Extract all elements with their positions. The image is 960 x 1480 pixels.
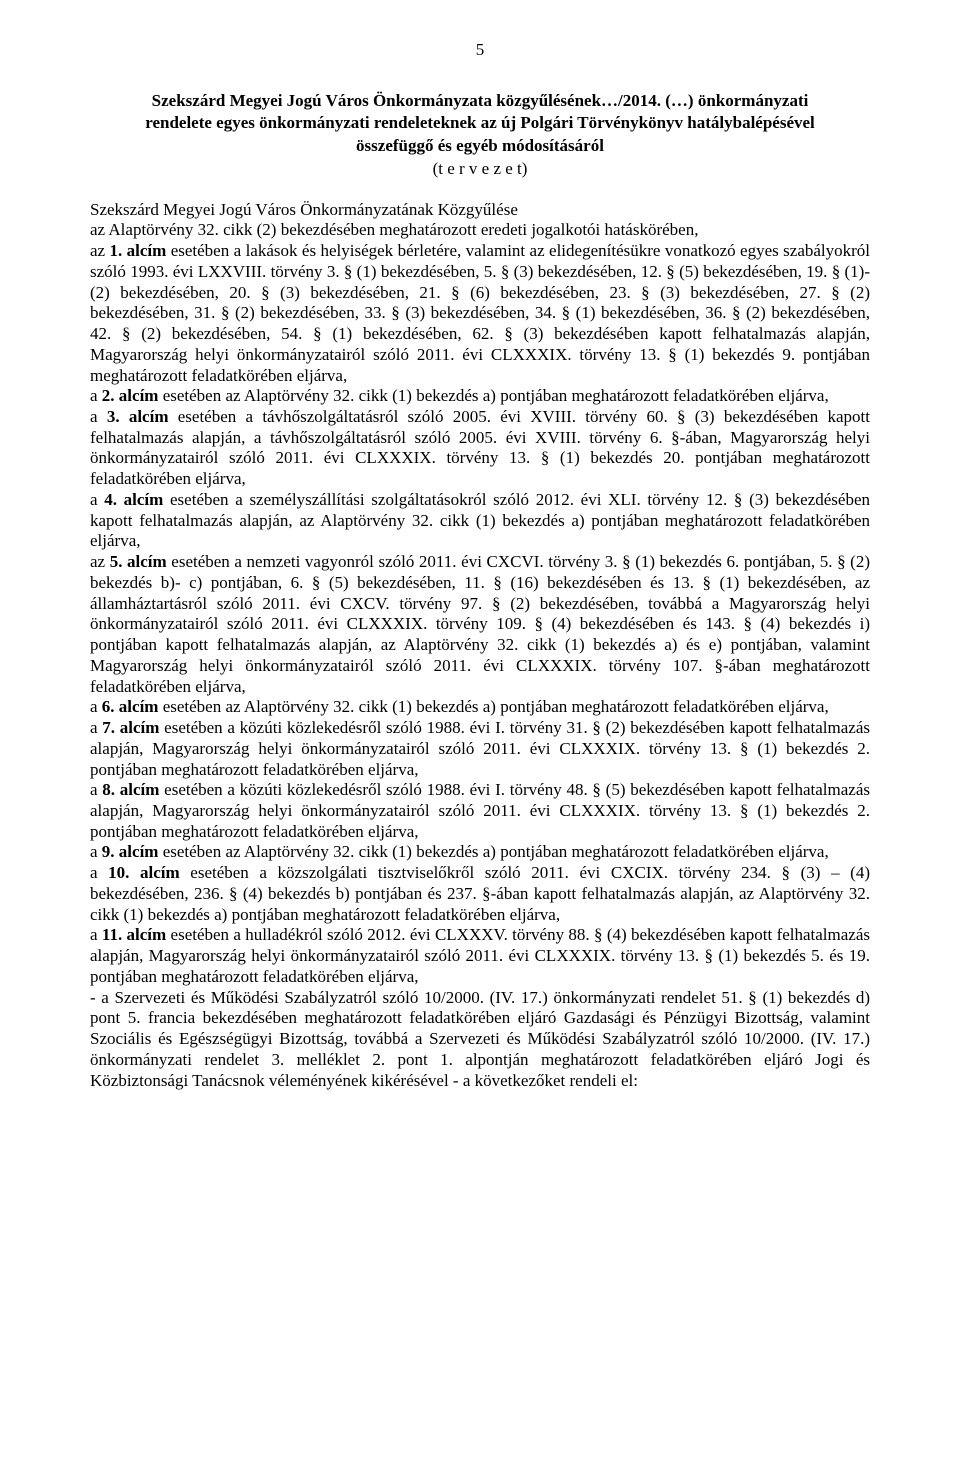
p6b: 5. alcím	[110, 552, 167, 571]
p13: - a Szervezeti és Működési Szabályzatról…	[90, 988, 870, 1090]
p8a: a	[90, 718, 102, 737]
p9a: a	[90, 780, 102, 799]
p12c: esetében a hulladékról szóló 2012. évi C…	[90, 925, 870, 985]
body-text: Szekszárd Megyei Jogú Város Önkormányzat…	[90, 200, 870, 1092]
p11c: esetében a közszolgálati tisztviselőkről…	[90, 863, 870, 923]
p6a: az	[90, 552, 110, 571]
p2a: az	[90, 241, 110, 260]
p7c: esetében az Alaptörvény 32. cikk (1) bek…	[158, 697, 828, 716]
title-line-1: Szekszárd Megyei Jogú Város Önkormányzat…	[90, 91, 870, 112]
p4c: esetében a távhőszolgáltatásról szóló 20…	[90, 407, 870, 488]
p5a: a	[90, 490, 104, 509]
p10a: a	[90, 842, 102, 861]
p3a: a	[90, 386, 102, 405]
p1: az Alaptörvény 32. cikk (2) bekezdésében…	[90, 220, 698, 239]
title-line-3: összefüggő és egyéb módosításáról	[90, 136, 870, 157]
p7b: 6. alcím	[102, 697, 159, 716]
p2c: esetében a lakások és helyiségek bérleté…	[90, 241, 870, 384]
p5c: esetében a személyszállítási szolgáltatá…	[90, 490, 870, 550]
p4b: 3. alcím	[107, 407, 169, 426]
title-line-4: (t e r v e z e t)	[90, 159, 870, 180]
p12a: a	[90, 925, 102, 944]
p11a: a	[90, 863, 108, 882]
p5b: 4. alcím	[104, 490, 163, 509]
p7a: a	[90, 697, 102, 716]
p9b: 8. alcím	[102, 780, 159, 799]
p3c: esetében az Alaptörvény 32. cikk (1) bek…	[158, 386, 828, 405]
p10c: esetében az Alaptörvény 32. cikk (1) bek…	[158, 842, 828, 861]
p8c: esetében a közúti közlekedésről szóló 19…	[90, 718, 870, 778]
document-page: 5 Szekszárd Megyei Jogú Város Önkormányz…	[0, 0, 960, 1131]
p8b: 7. alcím	[102, 718, 159, 737]
p3b: 2. alcím	[102, 386, 159, 405]
p4a: a	[90, 407, 107, 426]
p10b: 9. alcím	[102, 842, 159, 861]
p2b: 1. alcím	[110, 241, 167, 260]
p11b: 10. alcím	[108, 863, 180, 882]
p6c: esetében a nemzeti vagyonról szóló 2011.…	[90, 552, 870, 695]
p12b: 11. alcím	[102, 925, 166, 944]
page-number: 5	[90, 40, 870, 61]
title-line-2: rendelete egyes önkormányzati rendeletek…	[90, 113, 870, 134]
p9c: esetében a közúti közlekedésről szóló 19…	[90, 780, 870, 840]
intro-line: Szekszárd Megyei Jogú Város Önkormányzat…	[90, 200, 518, 219]
